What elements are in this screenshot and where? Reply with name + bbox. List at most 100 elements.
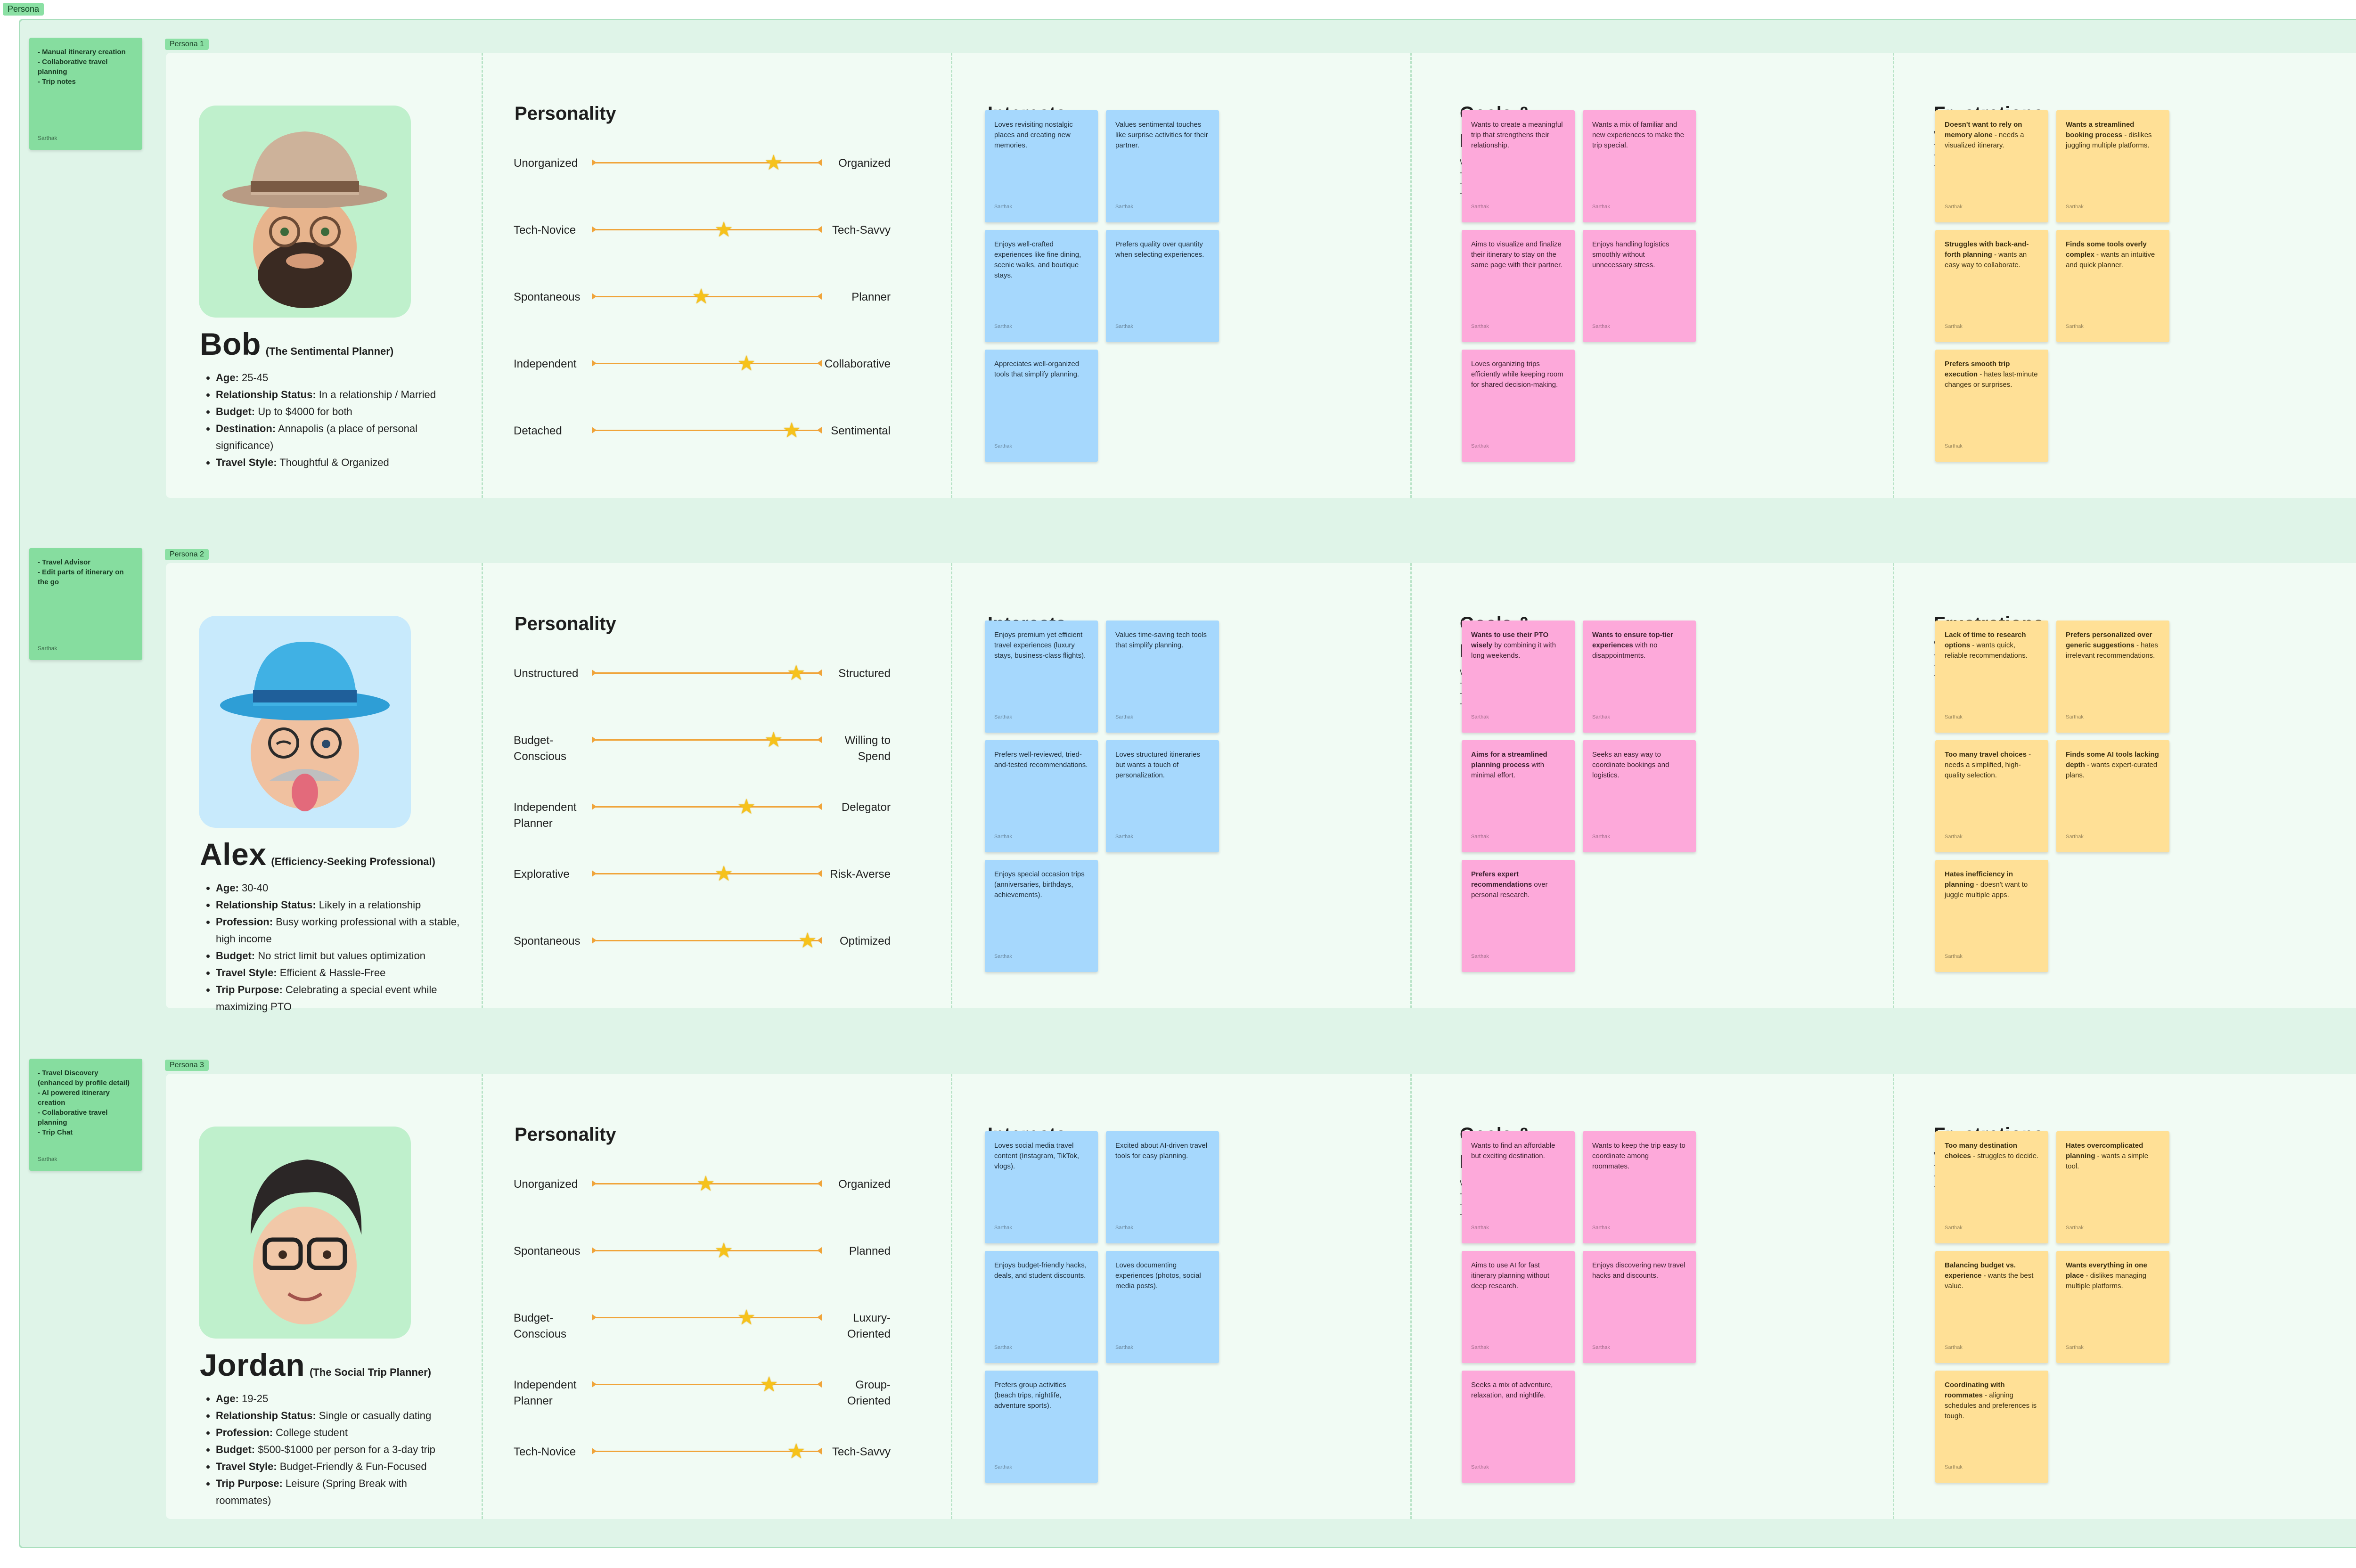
column-divider	[1410, 53, 1412, 498]
column-divider	[951, 53, 952, 498]
goal-sticky: Wants to keep the trip easy to coordinat…	[1583, 1131, 1696, 1243]
fact-key: Relationship Status:	[216, 1410, 316, 1421]
sticky-text-rest: - wants expert-curated plans.	[2066, 761, 2158, 779]
persona-facts: Age: 30-40Relationship Status: Likely in…	[200, 880, 464, 1015]
sticky-text: Coordinating with roommates - aligning s…	[1945, 1380, 2039, 1421]
trait-slider-track: ★	[592, 1374, 822, 1395]
feature-note: - Travel Discovery (enhanced by profile …	[29, 1059, 142, 1171]
column-divider	[1893, 53, 1894, 498]
feature-item: - Travel Discovery (enhanced by profile …	[38, 1069, 130, 1087]
persona-name-line: Alex (Efficiency-Seeking Professional)	[200, 836, 435, 872]
fact-key: Age:	[216, 1393, 239, 1405]
feature-item: - Trip notes	[38, 78, 76, 86]
persona-row: - Travel Advisor - Edit parts of itinerar…	[0, 510, 2356, 1013]
sticky-text: Wants to keep the trip easy to coordinat…	[1592, 1142, 1685, 1170]
sticky-text: Wants to ensure top-tier experiences wit…	[1592, 630, 1686, 661]
trait-right-label: Optimized	[839, 935, 891, 947]
star-icon: ★	[737, 352, 756, 375]
sticky-text-rest: over personal research.	[1471, 881, 1548, 899]
persona-card: Jordan (The Social Trip Planner) Age: 19-2…	[166, 1074, 2356, 1519]
fact-key: Travel Style:	[216, 457, 277, 468]
fact-value: Celebrating a special event while maximi…	[216, 984, 437, 1013]
sticky-text-rest: - dislikes managing multiple platforms.	[2066, 1272, 2146, 1290]
feature-item: - Edit parts of itinerary on the go	[38, 568, 124, 586]
fact-item: Destination: Annapolis (a place of perso…	[216, 420, 464, 454]
sticky-author: Sarthak	[1945, 1464, 1963, 1470]
trait-right-label: Planner	[851, 291, 891, 303]
frustration-sticky: Wants a streamlined booking process - di…	[2056, 110, 2169, 222]
feature-item: - Collaborative travel planning	[38, 58, 108, 76]
sticky-author: Sarthak	[994, 1464, 1012, 1470]
sticky-text: Finds some AI tools lacking depth - want…	[2066, 750, 2160, 781]
trait-slider-track: ★	[592, 1441, 822, 1462]
feature-note: - Manual itinerary creation - Collaborati…	[29, 38, 142, 150]
persona-name: Alex	[200, 837, 267, 872]
frustration-sticky: Too many travel choices - needs a simpli…	[1935, 740, 2048, 852]
trait-right-label: Tech-Savvy	[832, 1446, 891, 1458]
fact-item: Relationship Status: Likely in a relatio…	[216, 897, 464, 914]
feature-item: - AI powered itinerary creation	[38, 1089, 110, 1107]
persona-tag: Persona 3	[165, 1060, 209, 1071]
fact-key: Profession:	[216, 916, 273, 928]
star-icon: ★	[714, 1239, 733, 1262]
sticky-author: Sarthak	[994, 714, 1012, 720]
personality-trait: Independent Planner Delegator ★	[514, 796, 891, 833]
sticky-text-rest: - wants quick, reliable recommendations.	[1945, 641, 2028, 660]
sticky-author: Sarthak	[2066, 1225, 2084, 1231]
sticky-text-rest: - wants an intuitive and quick planner.	[2066, 251, 2155, 269]
fact-value: Efficient & Hassle-Free	[277, 967, 386, 979]
star-icon: ★	[764, 151, 783, 174]
sticky-text: Enjoys special occasion trips (anniversa…	[994, 870, 1085, 899]
sticky-text: Prefers smooth trip execution - hates la…	[1945, 359, 2039, 390]
sticky-text: Loves documenting experiences (photos, s…	[1115, 1261, 1201, 1290]
sticky-author: Sarthak	[1115, 1345, 1133, 1350]
star-icon: ★	[714, 218, 733, 241]
personality-trait: Independent Collaborative ★	[514, 352, 891, 390]
sticky-author: Sarthak	[1471, 204, 1489, 210]
interest-sticky: Enjoys budget-friendly hacks, deals, and…	[985, 1251, 1098, 1363]
sticky-text: Balancing budget vs. experience - wants …	[1945, 1260, 2039, 1291]
trait-slider-track: ★	[592, 220, 822, 240]
sticky-text: Enjoys well-crafted experiences like fin…	[994, 240, 1081, 279]
sticky-text: Loves revisiting nostalgic places and cr…	[994, 121, 1073, 149]
column-divider	[482, 563, 483, 1008]
sticky-author: Sarthak	[1115, 204, 1133, 210]
fact-key: Budget:	[216, 950, 255, 962]
sticky-author: Sarthak	[1471, 1464, 1489, 1470]
trait-left-label: Spontaneous	[514, 935, 581, 947]
sticky-text-bold: Prefers personalized over generic sugges…	[2066, 631, 2152, 649]
fact-key: Trip Purpose:	[216, 984, 283, 996]
sticky-author: Sarthak	[1471, 954, 1489, 959]
sticky-text-bold: Wants everything in one place	[2066, 1261, 2147, 1280]
fact-item: Travel Style: Thoughtful & Organized	[216, 454, 464, 471]
fact-value: College student	[273, 1427, 348, 1438]
interest-sticky: Prefers well-reviewed, tried-and-tested …	[985, 740, 1098, 852]
sticky-text: Prefers group activities (beach trips, n…	[994, 1381, 1066, 1410]
persona-nickname: (The Sentimental Planner)	[265, 345, 394, 357]
trait-right-label: Organized	[838, 1178, 891, 1191]
sticky-author: Sarthak	[2066, 324, 2084, 329]
sticky-text-rest: - struggles to decide.	[1971, 1152, 2039, 1160]
goal-sticky: Enjoys discovering new travel hacks and …	[1583, 1251, 1696, 1363]
trait-right-label: Structured	[838, 667, 891, 680]
sticky-author: Sarthak	[1115, 1225, 1133, 1231]
fact-item: Budget: No strict limit but values optim…	[216, 947, 464, 964]
sticky-text: Enjoys premium yet efficient travel expe…	[994, 631, 1086, 660]
sticky-author: Sarthak	[994, 324, 1012, 329]
avatar	[199, 106, 411, 318]
persona-tag: Persona 2	[165, 549, 209, 560]
avatar-illustration	[220, 642, 390, 811]
persona-name: Bob	[200, 327, 261, 361]
trait-right-label: Organized	[838, 157, 891, 170]
trait-right-label: Delegator	[841, 801, 891, 814]
star-icon: ★	[764, 728, 783, 751]
sticky-text: Enjoys budget-friendly hacks, deals, and…	[994, 1261, 1087, 1280]
sticky-text: Wants to create a meaningful trip that s…	[1471, 121, 1563, 149]
personality-title: Personality	[515, 103, 616, 124]
sticky-text-bold: Coordinating with roommates	[1945, 1381, 2005, 1399]
interest-sticky: Loves social media travel content (Insta…	[985, 1131, 1098, 1243]
sticky-author: Sarthak	[1945, 204, 1963, 210]
star-icon: ★	[696, 1172, 715, 1195]
goal-sticky: Wants to find an affordable but exciting…	[1462, 1131, 1575, 1243]
fact-item: Relationship Status: Single or casually …	[216, 1407, 464, 1424]
